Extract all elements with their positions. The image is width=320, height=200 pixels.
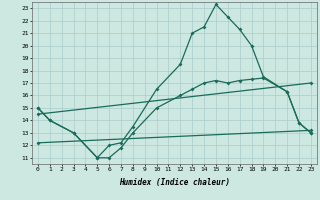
X-axis label: Humidex (Indice chaleur): Humidex (Indice chaleur) <box>119 178 230 187</box>
